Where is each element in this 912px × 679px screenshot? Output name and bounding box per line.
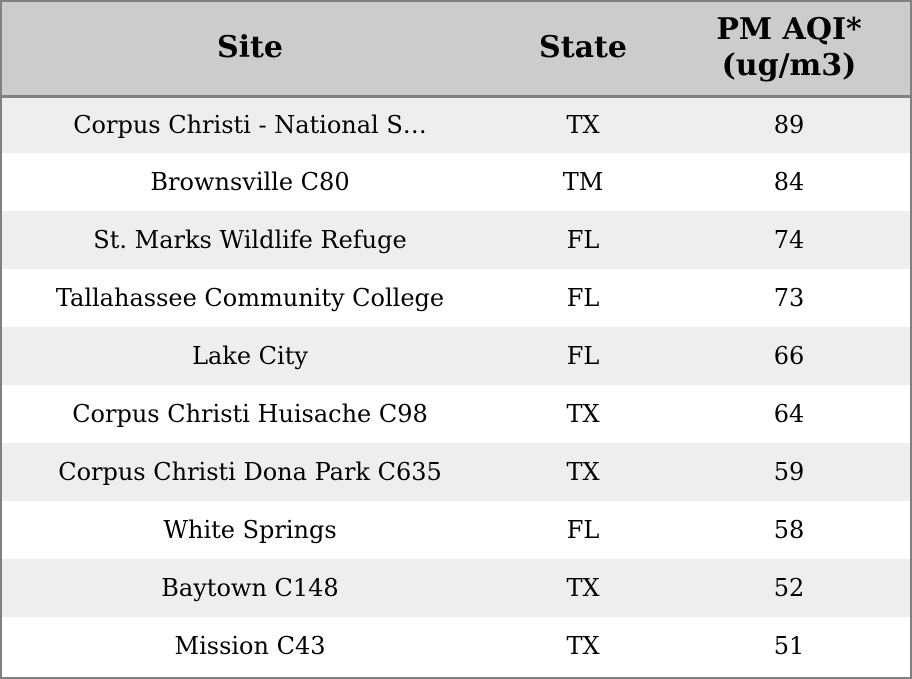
table-row: Corpus Christi - National S… TX 89: [2, 96, 910, 153]
cell-site: Baytown C148: [161, 574, 339, 602]
cell-site: St. Marks Wildlife Refuge: [93, 226, 407, 254]
cell-state: FL: [566, 342, 600, 370]
cell-state: TX: [566, 111, 600, 140]
cell-state: FL: [566, 226, 600, 254]
table-row: Mission C43 TX 51: [2, 617, 910, 675]
cell-site: Corpus Christi Dona Park C635: [58, 458, 442, 486]
table-row: Corpus Christi Huisache C98 TX 64: [2, 385, 910, 443]
cell-site: Corpus Christi - National S…: [73, 111, 427, 140]
table-row: Baytown C148 TX 52: [2, 559, 910, 617]
cell-pm-aqi: 52: [773, 574, 805, 602]
cell-site: Mission C43: [174, 632, 326, 660]
header-pm-aqi-line2: (ug/m3): [721, 48, 857, 84]
cell-pm-aqi: 66: [773, 342, 805, 370]
cell-pm-aqi: 59: [773, 458, 805, 486]
table-row: Brownsville C80 TM 84: [2, 153, 910, 211]
table-row: White Springs FL 58: [2, 501, 910, 559]
cell-site: Brownsville C80: [150, 168, 350, 196]
table-header: Site State PM AQI* (ug/m3): [2, 2, 910, 98]
cell-state: FL: [566, 516, 600, 544]
cell-site: Tallahassee Community College: [55, 284, 445, 312]
cell-state: FL: [566, 284, 600, 312]
table-row: Tallahassee Community College FL 73: [2, 269, 910, 327]
cell-site: Lake City: [192, 342, 308, 370]
header-pm-aqi-line1: PM AQI*: [716, 12, 862, 48]
table-row: Lake City FL 66: [2, 327, 910, 385]
cell-pm-aqi: 51: [773, 632, 805, 660]
cell-pm-aqi: 89: [773, 111, 805, 140]
header-row: Site State PM AQI* (ug/m3): [2, 2, 910, 98]
header-site: Site: [2, 2, 498, 98]
header-state: State: [498, 2, 668, 98]
cell-state: TX: [566, 632, 600, 660]
cell-state: TX: [566, 574, 600, 602]
cell-pm-aqi: 84: [773, 168, 805, 196]
header-pm-aqi: PM AQI* (ug/m3): [668, 2, 910, 98]
table-row: St. Marks Wildlife Refuge FL 74: [2, 211, 910, 269]
cell-site: Corpus Christi Huisache C98: [72, 400, 428, 428]
cell-pm-aqi: 74: [773, 226, 805, 254]
cell-state: TM: [562, 168, 604, 196]
table-body: Corpus Christi - National S… TX 89 Brown…: [2, 96, 910, 675]
cell-pm-aqi: 64: [773, 400, 805, 428]
table-row: Corpus Christi Dona Park C635 TX 59: [2, 443, 910, 501]
cell-site: White Springs: [163, 516, 337, 544]
cell-state: TX: [566, 400, 600, 428]
cell-state: TX: [566, 458, 600, 486]
cell-pm-aqi: 58: [773, 516, 805, 544]
cell-pm-aqi: 73: [773, 284, 805, 312]
